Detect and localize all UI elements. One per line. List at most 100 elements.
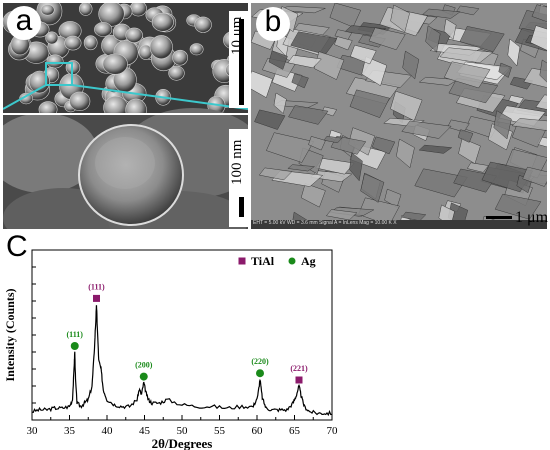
x-tick-label: 30 [27, 425, 39, 437]
sem-facet [360, 173, 385, 203]
ag-peak-marker [70, 342, 79, 350]
sem-facet [443, 18, 457, 40]
sem-grain [45, 31, 59, 45]
sem-grain [102, 53, 128, 75]
sem-facet [390, 90, 423, 122]
panel-label-c: C [6, 230, 28, 263]
x-axis: 30 35 40 45 50 55 60 65 70 [27, 415, 339, 437]
zoom-line-left [3, 84, 47, 110]
ag-peak-marker [256, 369, 264, 378]
sem-grain [168, 65, 185, 81]
sem-facet [402, 50, 420, 80]
sem-facet [401, 120, 452, 139]
sem-facet [349, 152, 363, 182]
sem-facet [349, 89, 390, 118]
tial-peak-marker [295, 376, 303, 384]
x-tick-label: 45 [139, 425, 151, 437]
legend: TiAl Ag [238, 254, 316, 268]
x-tick-label: 60 [252, 425, 264, 437]
sem-facet [508, 95, 524, 105]
scale-label-1um: 1 μm [515, 209, 549, 226]
legend-ag-marker [288, 257, 296, 265]
sem-facet [273, 92, 287, 115]
x-tick-label: 70 [327, 425, 339, 437]
sem-facet [361, 56, 388, 87]
sem-facet [258, 167, 293, 181]
sem-facet [466, 162, 489, 173]
sem-facet [511, 118, 547, 131]
sem-info-bar: EHT = 5.00 kV WD = 3.6 mm Signal A = InL… [253, 220, 397, 226]
panel-label-a: a [7, 6, 41, 40]
peak-label: (111) [88, 282, 105, 291]
peak-label: (200) [135, 361, 153, 370]
sem-facet [251, 70, 273, 98]
sem-facet [291, 73, 309, 89]
scale-bar-top [239, 19, 244, 105]
sem-grain [64, 35, 82, 51]
sem-facet [530, 25, 547, 51]
x-tick-label: 35 [64, 425, 76, 437]
sem-facet [414, 168, 468, 198]
sem-facet [507, 38, 521, 67]
legend-label: TiAl [251, 254, 275, 268]
sem-grain [189, 43, 204, 56]
sem-grain [149, 35, 173, 60]
sem-grain [151, 12, 174, 32]
legend-tial-marker [238, 257, 246, 265]
sem-facet [539, 59, 547, 83]
panel-label-b: b [256, 7, 290, 41]
x-axis-label: 2θ/Degrees [152, 436, 213, 450]
sem-facet [439, 47, 494, 64]
tial-peak-marker [93, 294, 100, 302]
sem-grain [29, 70, 50, 94]
sem-facet [334, 36, 353, 51]
sem-facet [300, 183, 326, 208]
sem-facet [498, 62, 512, 78]
sem-grain [83, 35, 98, 51]
sem-facet [418, 144, 453, 154]
sem-facet [350, 44, 377, 65]
sem-facet [308, 136, 326, 151]
sem-facet [494, 193, 542, 220]
sem-panel-a: a 10 μm 100 nm [3, 3, 248, 229]
sem-grain [94, 22, 113, 37]
sem-facet [396, 138, 415, 169]
scale-label-100nm: 100 nm [229, 139, 245, 185]
x-tick-label: 55 [214, 425, 226, 437]
sem-facet [323, 135, 343, 144]
sem-facet [325, 209, 358, 221]
scale-bar-b [486, 216, 512, 219]
sem-grain [129, 3, 147, 17]
sem-facet [418, 76, 459, 86]
y-axis-label: Intensity (Counts) [3, 288, 17, 381]
sem-facet [457, 129, 474, 143]
sem-facet [448, 77, 499, 104]
sem-facet [368, 27, 406, 51]
sem-grain [19, 92, 34, 105]
sem-facet [268, 50, 288, 70]
x-tick-label: 40 [102, 425, 114, 437]
sem-grain [40, 4, 55, 16]
sem-grain [172, 49, 189, 66]
legend-label: Ag [301, 254, 316, 268]
sem-facet [390, 4, 410, 33]
sem-facet [456, 5, 480, 16]
sem-facet [288, 105, 329, 125]
sem-facet [531, 4, 547, 22]
sem-facet [421, 8, 461, 19]
sem-facet [371, 136, 396, 155]
sem-facet [265, 132, 315, 163]
sem-facet [459, 26, 505, 53]
sem-facet [425, 25, 441, 53]
xrd-series-line [31, 305, 333, 417]
sem-facet [254, 109, 286, 130]
scale-label-10um: 10 μm [229, 16, 245, 55]
sem-grain [46, 54, 64, 69]
sem-grain [69, 91, 91, 111]
peak-label: (111) [67, 330, 84, 339]
sem-grain [125, 27, 143, 43]
x-tick-label: 65 [289, 425, 301, 437]
sem-facet [287, 54, 322, 69]
sem-grain [194, 16, 212, 33]
sem-facet [522, 166, 547, 187]
